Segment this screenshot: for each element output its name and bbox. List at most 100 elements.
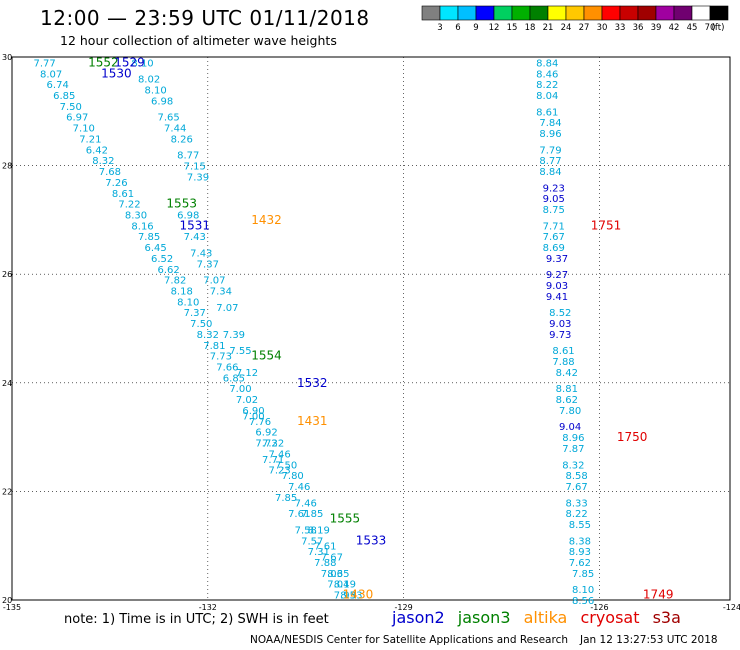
wave-height-value: 7.72 bbox=[255, 439, 277, 450]
wave-height-value: 8.33 bbox=[565, 498, 587, 509]
legend-label: 18 bbox=[525, 23, 536, 33]
wave-height-value: 7.88 bbox=[552, 357, 574, 368]
legend-label: 45 bbox=[687, 23, 698, 33]
pass-time-label: 1531 bbox=[179, 218, 210, 232]
satellite-altika: altika bbox=[523, 608, 568, 627]
wave-height-value: 8.84 bbox=[536, 58, 558, 69]
pass-time-label: 1432 bbox=[251, 213, 282, 227]
wave-height-value: 7.43 bbox=[190, 248, 212, 259]
wave-height-value: 8.42 bbox=[556, 368, 578, 379]
wave-height-value: 9.04 bbox=[559, 422, 581, 433]
wave-height-value: 7.85 bbox=[301, 509, 323, 520]
wave-height-value: 6.98 bbox=[151, 96, 173, 107]
wave-height-value: 7.43 bbox=[184, 232, 206, 243]
wave-height-value: 6.98 bbox=[177, 210, 199, 221]
wave-height-value: 8.07 bbox=[40, 69, 62, 80]
lat-tick-label: 30 bbox=[2, 53, 12, 62]
legend-label: 21 bbox=[543, 23, 554, 33]
wave-height-value: 9.73 bbox=[549, 330, 571, 341]
wave-height-value: 6.85 bbox=[53, 91, 75, 102]
legend-label: 9 bbox=[473, 23, 478, 33]
wave-height-value: 7.68 bbox=[99, 167, 121, 178]
wave-height-value: 8.96 bbox=[562, 433, 584, 444]
wave-height-value: 8.61 bbox=[552, 346, 574, 357]
wave-height-value: 8.10 bbox=[131, 58, 153, 69]
wave-height-value: 7.77 bbox=[34, 58, 56, 69]
wave-height-value: 7.66 bbox=[216, 363, 238, 374]
wave-height-value: 8.61 bbox=[536, 107, 558, 118]
wave-height-value: 8.19 bbox=[308, 525, 330, 536]
wave-height-value: 8.32 bbox=[92, 156, 114, 167]
wave-height-value: 7.85 bbox=[275, 493, 297, 504]
wave-height-value: 6.45 bbox=[144, 243, 166, 254]
wave-height-value: 9.05 bbox=[543, 194, 565, 205]
wave-height-value: 8.22 bbox=[565, 509, 587, 520]
wave-height-value: 8.10 bbox=[572, 585, 594, 596]
legend-label: (ft) bbox=[712, 23, 725, 33]
wave-height-value: 8.04 bbox=[536, 91, 558, 102]
wave-height-value: 8.02 bbox=[138, 75, 160, 86]
wave-height-value: 9.23 bbox=[543, 183, 565, 194]
pass-time-label: 1554 bbox=[251, 349, 282, 363]
legend-label: 42 bbox=[669, 23, 680, 33]
wave-height-value: 7.81 bbox=[203, 341, 225, 352]
pass-time-label: 1430 bbox=[343, 588, 374, 602]
wave-height-value: 8.32 bbox=[197, 330, 219, 341]
lon-tick-label: -124 bbox=[723, 603, 740, 612]
wave-height-value: 8.84 bbox=[539, 167, 561, 178]
wave-height-value: 7.06 bbox=[321, 569, 343, 580]
wave-height-value: 7.80 bbox=[559, 406, 581, 417]
wave-height-value: 6.97 bbox=[66, 113, 88, 124]
wave-height-value: 7.15 bbox=[184, 162, 206, 173]
wave-height-value: 8.26 bbox=[171, 134, 193, 145]
wave-height-value: 7.21 bbox=[79, 134, 101, 145]
legend-label: 15 bbox=[507, 23, 518, 33]
color-scale-legend: 3 6 9 12 15 18 21 24 27 30 33 36 39 42 45 70(ft) bbox=[421, 5, 729, 33]
wave-height-value: 8.46 bbox=[536, 69, 558, 80]
wave-height-value: 6.74 bbox=[47, 80, 69, 91]
footer-note: note: 1) Time is in UTC; 2) SWH is in fe… bbox=[64, 612, 329, 627]
wave-height-value: 7.39 bbox=[187, 172, 209, 183]
wave-height-value: 8.96 bbox=[539, 129, 561, 140]
wave-height-value: 9.03 bbox=[546, 281, 568, 292]
wave-height-value: 8.81 bbox=[556, 384, 578, 395]
wave-height-value: 8.10 bbox=[177, 297, 199, 308]
pass-time-label: 1529 bbox=[114, 55, 145, 69]
wave-height-value: 7.67 bbox=[321, 553, 343, 564]
wave-height-value: 7.07 bbox=[216, 303, 238, 314]
wave-height-value: 7.80 bbox=[282, 471, 304, 482]
wave-height-value: 7.67 bbox=[565, 482, 587, 493]
wave-height-value: 8.10 bbox=[144, 86, 166, 97]
wave-height-value: 6.92 bbox=[255, 428, 277, 439]
wave-height-value: 7.26 bbox=[105, 178, 127, 189]
wave-height-value: 8.93 bbox=[569, 547, 591, 558]
wave-height-value: 7.12 bbox=[236, 368, 258, 379]
legend-label: 24 bbox=[561, 23, 572, 33]
wave-height-value: 8.32 bbox=[562, 460, 584, 471]
wave-height-value: 6.52 bbox=[151, 254, 173, 265]
wave-height-value: 7.44 bbox=[164, 124, 186, 135]
lon-tick-label: -126 bbox=[590, 603, 608, 612]
wave-height-value: 8.77 bbox=[177, 151, 199, 162]
wave-height-value: 7.46 bbox=[295, 498, 317, 509]
wave-height-value: 7.67 bbox=[543, 232, 565, 243]
wave-height-value: 6.90 bbox=[242, 406, 264, 417]
wave-height-value: 7.04 bbox=[327, 580, 349, 591]
wave-height-value: 7.87 bbox=[562, 444, 584, 455]
satellite-jason3: jason3 bbox=[457, 608, 511, 627]
wave-height-value: 6.85 bbox=[223, 373, 245, 384]
wave-height-value: 7.61 bbox=[314, 542, 336, 553]
pass-time-label: 1533 bbox=[356, 533, 387, 547]
wave-height-value: 7.02 bbox=[236, 395, 258, 406]
legend-label: 39 bbox=[651, 23, 662, 33]
wave-height-value: 7.85 bbox=[572, 569, 594, 580]
wave-height-value: 8.22 bbox=[536, 80, 558, 91]
wave-height-value: 8.38 bbox=[569, 536, 591, 547]
wave-height-value: 8.75 bbox=[543, 205, 565, 216]
lon-tick-label: -135 bbox=[3, 603, 21, 612]
legend-label: 3 bbox=[437, 23, 442, 33]
legend-label: 70 bbox=[705, 23, 716, 33]
pass-time-label: 1552 bbox=[88, 55, 119, 69]
wave-height-value: 7.71 bbox=[262, 455, 284, 466]
